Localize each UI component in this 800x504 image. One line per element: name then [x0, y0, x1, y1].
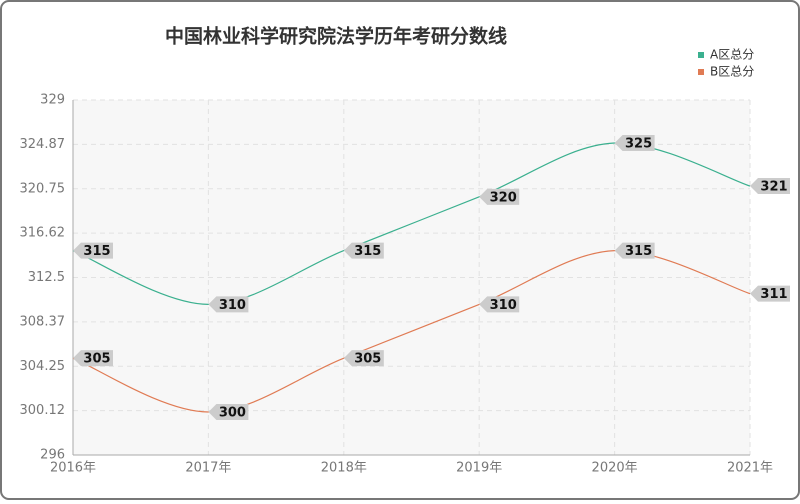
value-label-box: [208, 403, 249, 420]
value-label-box: [73, 242, 113, 259]
chart-title: 中国林业科学研究院法学历年考研分数线: [165, 25, 507, 48]
value-label-box: [750, 178, 790, 195]
value-label: 300: [219, 405, 246, 420]
x-tick-label: 2019年: [456, 461, 502, 476]
value-label-box: [343, 350, 384, 367]
value-label: 310: [219, 298, 246, 313]
x-tick-label: 2016年: [50, 461, 96, 476]
value-label: 315: [625, 244, 652, 259]
y-tick-label: 316.62: [20, 226, 66, 241]
legend-label: A区总分: [710, 48, 754, 62]
y-tick-label: 300.12: [20, 403, 66, 418]
value-label: 325: [625, 137, 652, 152]
value-label-box: [208, 296, 249, 313]
value-label-box: [750, 285, 790, 302]
value-label-box: [479, 188, 520, 205]
y-tick-label: 324.87: [20, 137, 66, 152]
value-label: 310: [490, 298, 517, 313]
x-tick-label: 2017年: [185, 461, 231, 476]
value-label: 320: [490, 190, 517, 205]
x-tick-label: 2021年: [727, 461, 773, 476]
value-label-box: [614, 242, 655, 259]
value-label-box: [479, 296, 520, 313]
legend-label: B区总分: [710, 65, 754, 79]
legend-swatch: [698, 52, 704, 58]
x-tick-label: 2018年: [321, 461, 367, 476]
y-tick-label: 312.5: [28, 270, 65, 285]
value-label: 321: [760, 180, 787, 195]
value-label-box: [343, 242, 384, 259]
y-tick-label: 308.37: [20, 314, 66, 329]
value-label-box: [614, 135, 655, 152]
y-tick-label: 320.75: [20, 181, 66, 196]
value-label: 305: [83, 352, 110, 367]
y-tick-label: 304.25: [20, 359, 66, 374]
x-tick-label: 2020年: [592, 461, 638, 476]
y-tick-label: 296: [40, 448, 65, 463]
value-label: 311: [760, 287, 787, 302]
value-label: 315: [83, 244, 110, 259]
legend-swatch: [698, 69, 704, 75]
value-label: 305: [354, 352, 381, 367]
value-label: 315: [354, 244, 381, 259]
legend-box: [690, 43, 776, 83]
y-tick-label: 329: [40, 93, 65, 108]
value-label-box: [73, 350, 113, 367]
